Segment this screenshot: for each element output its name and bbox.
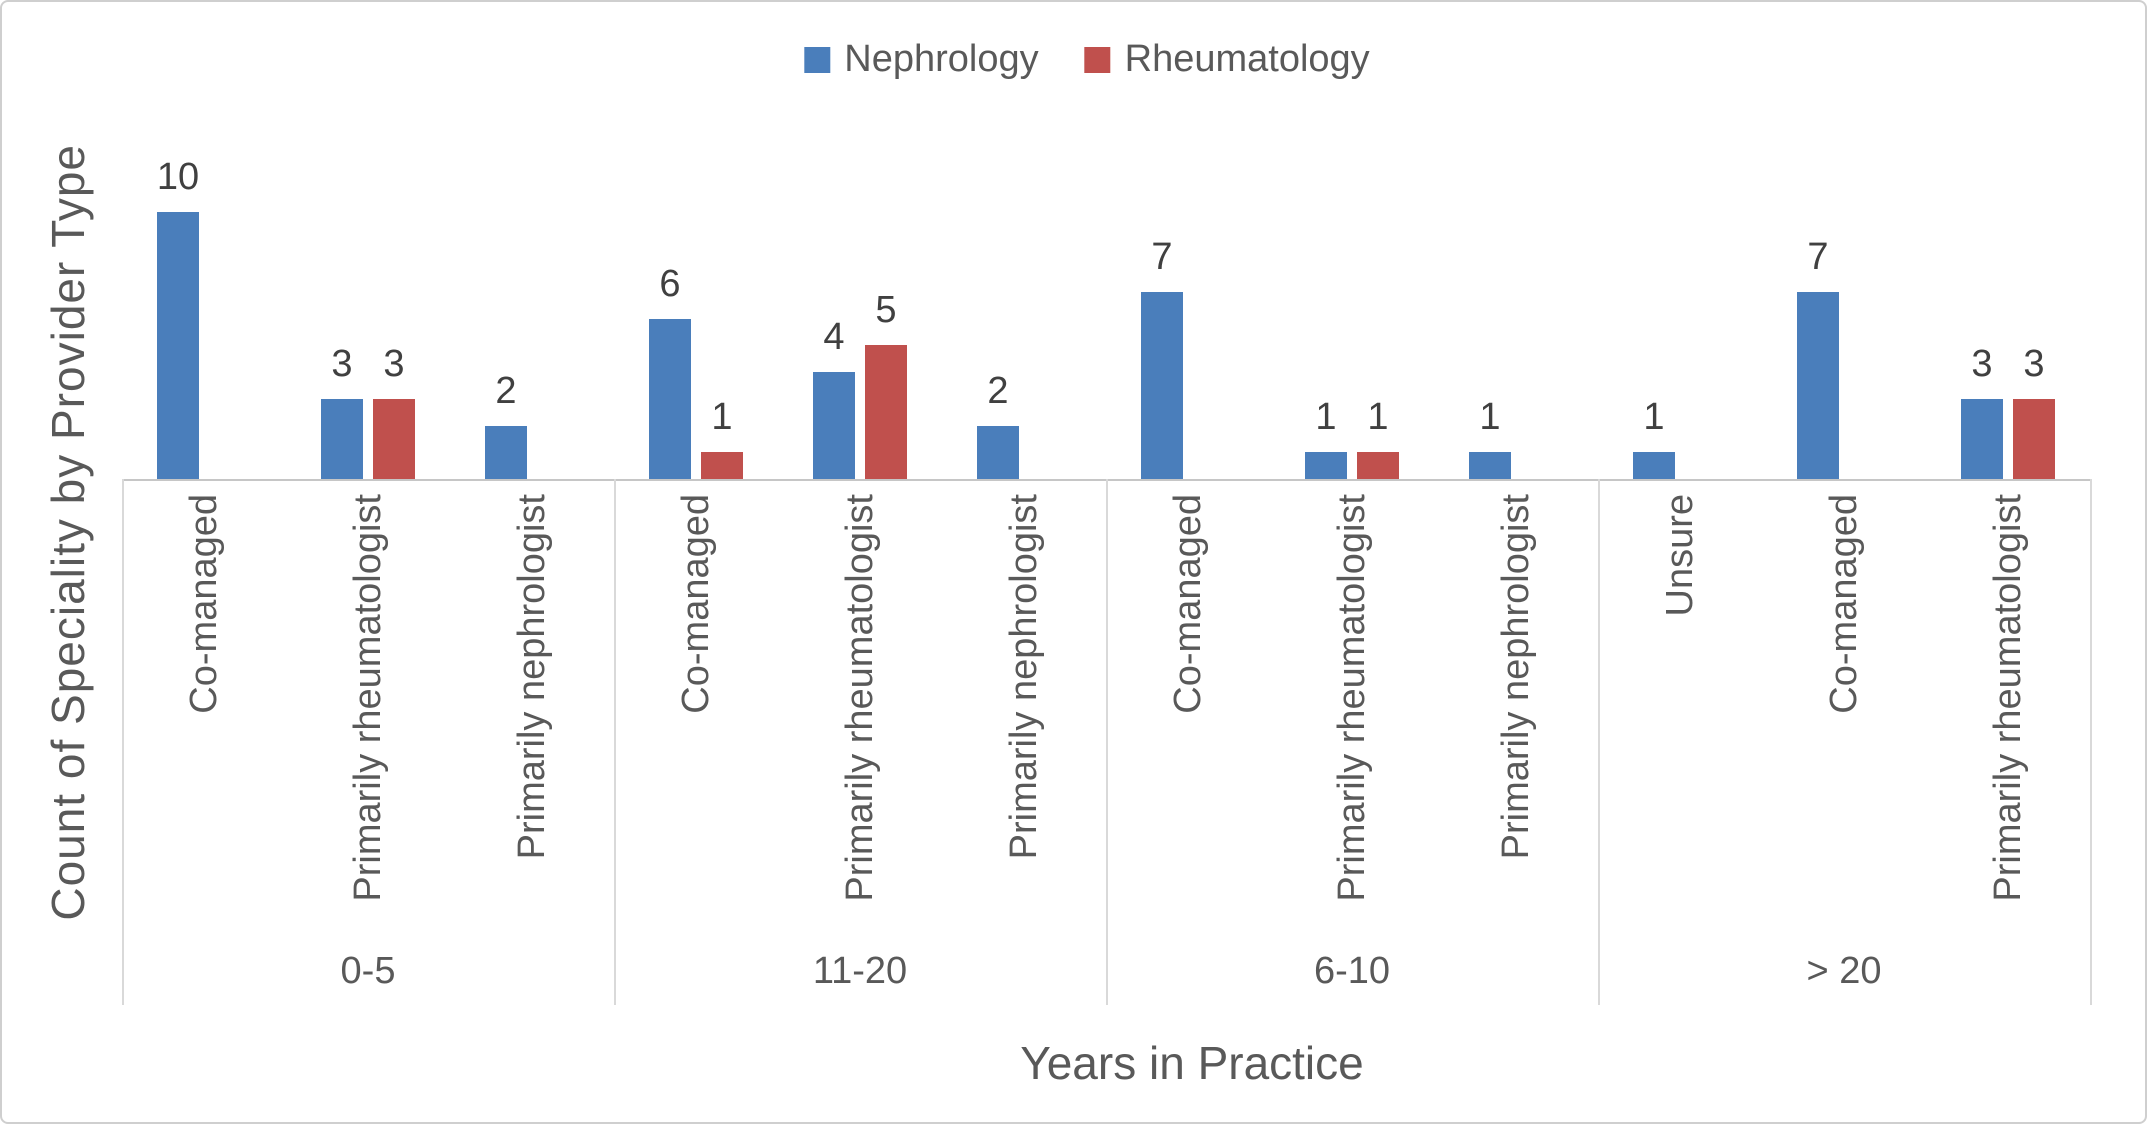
bar-value-label: 7 xyxy=(1807,236,1829,278)
legend-item-rheumatology: Rheumatology xyxy=(1084,38,1370,81)
group-separator xyxy=(122,479,124,1005)
bar-value-label: 1 xyxy=(1315,396,1337,438)
bar-value-label: 4 xyxy=(823,316,845,358)
nephrology-bar xyxy=(1141,292,1183,479)
nephrology-bar xyxy=(649,319,691,479)
bar-value-label: 3 xyxy=(1971,343,1993,385)
nephrology-bar xyxy=(977,426,1019,479)
group-tick-label: 0-5 xyxy=(340,950,396,992)
bar-value-label: 5 xyxy=(875,289,897,331)
group-tick-label: 11-20 xyxy=(812,950,908,992)
rheumatology-bar xyxy=(373,399,415,479)
group-tick-label: > 20 xyxy=(1806,950,1882,992)
nephrology-bar xyxy=(1469,452,1511,479)
nephrology-bar xyxy=(1305,452,1347,479)
category-tick-label: Primarily rheumatologist xyxy=(1987,494,2029,902)
group-tick-label: 6-10 xyxy=(1313,950,1391,992)
bar-value-label: 3 xyxy=(331,343,353,385)
group-separator xyxy=(1106,479,1108,1005)
category-tick-label: Primarily nephrologist xyxy=(511,494,553,860)
category-tick-label: Primarily rheumatologist xyxy=(347,494,389,902)
chart-legend: Nephrology Rheumatology xyxy=(804,38,1370,81)
bar-value-label: 1 xyxy=(1479,396,1501,438)
nephrology-bar xyxy=(485,426,527,479)
rheumatology-bar xyxy=(701,452,743,479)
bar-value-label: 10 xyxy=(156,156,200,198)
bar-value-label: 2 xyxy=(495,370,517,412)
bar-value-label: 6 xyxy=(659,263,681,305)
nephrology-swatch-icon xyxy=(804,46,831,73)
bar-value-label: 3 xyxy=(2023,343,2045,385)
category-tick-label: Co-managed xyxy=(1167,494,1209,714)
y-axis-title-wrap: Count of Speciality by Provider Type xyxy=(38,142,98,922)
category-tick-label: Co-managed xyxy=(1823,494,1865,714)
rheumatology-bar xyxy=(1357,452,1399,479)
nephrology-bar xyxy=(1633,452,1675,479)
bar-value-label: 1 xyxy=(1643,396,1665,438)
legend-label-rheumatology: Rheumatology xyxy=(1124,38,1370,80)
category-tick-label: Co-managed xyxy=(675,494,717,714)
nephrology-bar xyxy=(157,212,199,479)
group-separator xyxy=(1598,479,1600,1005)
category-tick-label: Co-managed xyxy=(183,494,225,714)
rheumatology-bar xyxy=(865,345,907,479)
nephrology-bar xyxy=(813,372,855,479)
bar-value-label: 2 xyxy=(987,370,1009,412)
nephrology-bar xyxy=(1797,292,1839,479)
bar-value-label: 1 xyxy=(711,396,733,438)
category-tick-label: Primarily nephrologist xyxy=(1003,494,1045,860)
x-axis-title: Years in Practice xyxy=(1020,1037,1364,1089)
bar-value-label: 1 xyxy=(1367,396,1389,438)
y-axis-title: Count of Speciality by Provider Type xyxy=(42,143,94,921)
legend-item-nephrology: Nephrology xyxy=(804,38,1039,81)
legend-label-nephrology: Nephrology xyxy=(844,38,1039,80)
nephrology-bar xyxy=(321,399,363,479)
rheumatology-bar xyxy=(2013,399,2055,479)
rheumatology-swatch-icon xyxy=(1084,46,1111,73)
category-tick-label: Unsure xyxy=(1659,494,1701,617)
category-tick-label: Primarily rheumatologist xyxy=(839,494,881,902)
group-separator xyxy=(614,479,616,1005)
bar-value-label: 3 xyxy=(383,343,405,385)
bar-value-label: 7 xyxy=(1151,236,1173,278)
nephrology-bar xyxy=(1961,399,2003,479)
group-separator xyxy=(2090,479,2092,1005)
category-tick-label: Primarily nephrologist xyxy=(1495,494,1537,860)
category-tick-label: Primarily rheumatologist xyxy=(1331,494,1373,902)
